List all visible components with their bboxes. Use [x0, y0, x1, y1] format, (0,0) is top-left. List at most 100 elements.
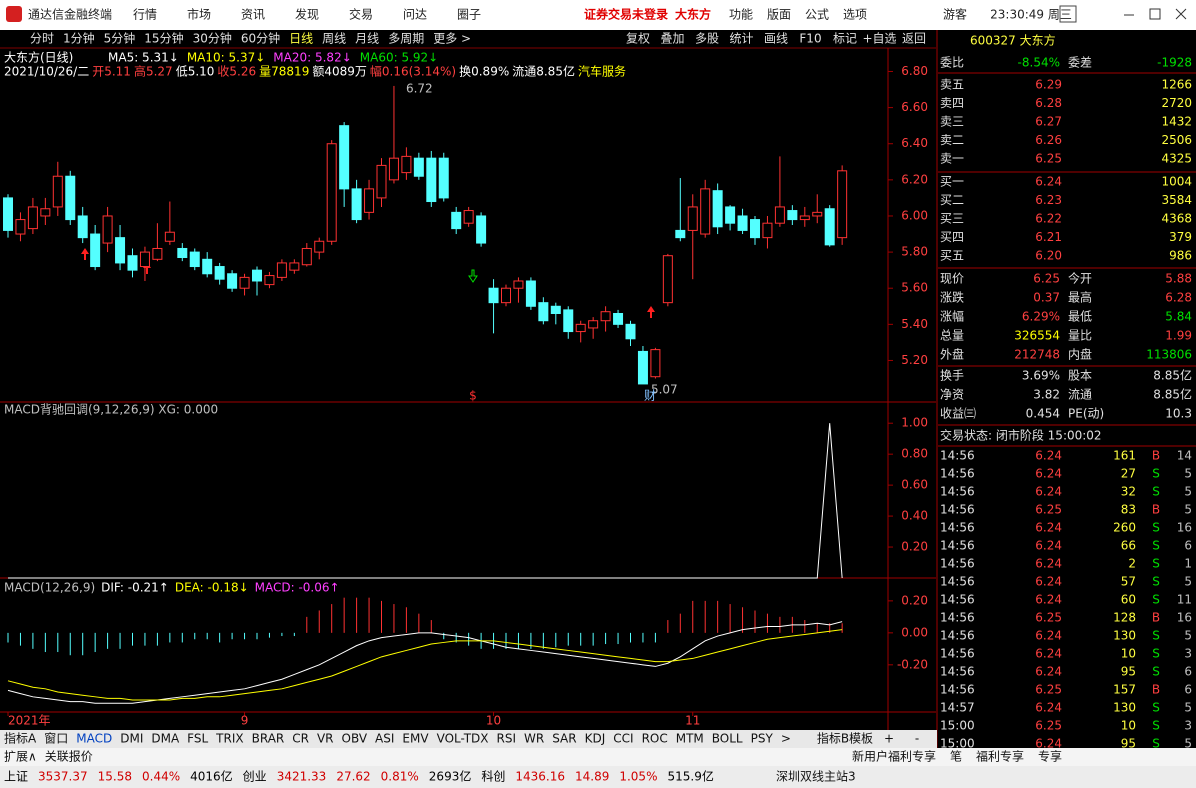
action-button[interactable]: +自选	[862, 32, 896, 46]
indicator-tab[interactable]: BOLL	[712, 732, 743, 746]
indicator-tab[interactable]: MACD	[76, 732, 112, 746]
period-tab[interactable]: 60分钟	[241, 31, 280, 46]
menu-button[interactable]: 发现	[295, 7, 319, 22]
indicator-tab[interactable]: KDJ	[585, 732, 606, 746]
extra-tab[interactable]: 关联报价	[45, 749, 93, 764]
action-button[interactable]: 多股	[695, 32, 719, 46]
tick-volume: 161	[1113, 449, 1136, 463]
tick-price: 6.24	[1035, 701, 1062, 715]
action-button[interactable]: 返回	[902, 32, 926, 46]
menu-button[interactable]: 公式	[805, 8, 829, 22]
indicator-tab[interactable]: DMI	[120, 732, 143, 746]
indicator-tab[interactable]: +	[884, 732, 894, 746]
menu-button[interactable]: 圈子	[457, 8, 481, 22]
extra-tab[interactable]: 扩展∧	[4, 750, 37, 764]
action-button[interactable]: 画线	[764, 32, 788, 46]
indicator-tab[interactable]: 窗口	[44, 732, 68, 746]
action-button[interactable]: 统计	[729, 32, 753, 46]
indicator-tab[interactable]: VOL-TDX	[437, 732, 489, 746]
indicator-tab[interactable]: >	[781, 732, 791, 746]
menu-button[interactable]: 版面	[767, 8, 791, 22]
period-tab[interactable]: 月线	[355, 32, 379, 46]
quote-value: -8.54%	[1018, 56, 1060, 70]
indicator-tab[interactable]: RSI	[497, 732, 517, 746]
promo-tab[interactable]: 福利专享	[976, 749, 1024, 764]
candle-body	[15, 219, 26, 235]
tick-side: S	[1152, 737, 1160, 751]
candle-body	[139, 251, 150, 268]
indicator-tab[interactable]: TRIX	[215, 732, 243, 746]
indicator-tab[interactable]: MTM	[676, 732, 704, 746]
maximize-button[interactable]	[1149, 8, 1161, 20]
indicator-tab[interactable]: OBV	[342, 732, 368, 746]
chart-title: DEA: -0.18↓	[175, 581, 249, 595]
tick-volume: 128	[1113, 611, 1136, 625]
period-tab[interactable]: 日线	[289, 32, 313, 46]
index-quote: 创业	[243, 770, 267, 784]
indicator-tab[interactable]: VR	[317, 732, 334, 746]
promo-tab[interactable]: 新用户福利专享	[852, 749, 936, 764]
candle-body	[388, 157, 399, 181]
tick-time: 14:56	[940, 557, 975, 571]
menu-button[interactable]: 选项	[843, 8, 867, 22]
info-label: 汽车服务	[578, 64, 626, 79]
indicator-tab[interactable]: 指标A	[4, 731, 37, 746]
promo-tab[interactable]: 专享	[1038, 749, 1062, 764]
period-tab[interactable]: 30分钟	[193, 31, 232, 46]
clock: 23:30:49 周三	[990, 8, 1072, 22]
search-button[interactable]	[1059, 5, 1077, 23]
period-tab[interactable]: 15分钟	[144, 31, 183, 46]
menu-button[interactable]: 功能	[729, 8, 753, 22]
indicator-tab[interactable]: SAR	[552, 732, 576, 746]
indicator-tab[interactable]: ASI	[375, 732, 394, 746]
menu-button[interactable]: 交易	[349, 7, 373, 22]
period-tab[interactable]: 更多 >	[433, 32, 471, 46]
tick-volume: 130	[1113, 629, 1136, 643]
tick-side: S	[1152, 593, 1160, 607]
period-tab[interactable]: 周线	[322, 32, 346, 46]
tick-count: 6	[1184, 539, 1192, 553]
extra-bar	[0, 748, 1196, 766]
candle-body	[351, 188, 362, 221]
indicator-tab[interactable]: FSL	[187, 732, 208, 746]
indicator-tab[interactable]: BRAR	[252, 732, 285, 746]
indicator-tab[interactable]: CR	[292, 732, 309, 746]
indicator-tab[interactable]: EMV	[402, 732, 429, 746]
indicator-tab[interactable]: PSY	[751, 732, 774, 746]
title-bar	[0, 0, 1196, 30]
close-button[interactable]	[1175, 8, 1187, 20]
tick-time: 14:56	[940, 467, 975, 481]
indicator-tab[interactable]: ROC	[642, 732, 668, 746]
user-button[interactable]: 游客	[943, 7, 967, 22]
menu-button[interactable]: 行情	[133, 8, 157, 22]
promo-tab[interactable]: 笔	[950, 749, 962, 764]
indicator-tab[interactable]: -	[915, 732, 919, 746]
period-tab[interactable]: 多周期	[388, 32, 424, 46]
candle-body	[376, 164, 387, 199]
period-tab[interactable]: 1分钟	[63, 31, 95, 46]
candle-body	[799, 215, 810, 221]
menu-button[interactable]: 市场	[187, 7, 211, 22]
action-button[interactable]: F10	[799, 32, 821, 46]
quote-label: 量比	[1068, 329, 1092, 343]
action-button[interactable]: 叠加	[660, 32, 684, 46]
info-label: 换0.89%	[459, 65, 509, 79]
book-label: 买四	[940, 230, 964, 244]
candle-body	[90, 233, 101, 268]
menu-button[interactable]: 问达	[403, 8, 427, 22]
tick-count: 14	[1177, 449, 1192, 463]
candle-body	[812, 211, 823, 217]
candle-body	[513, 280, 524, 289]
indicator-tab[interactable]: 指标B	[817, 731, 849, 746]
y-tick-label: 0.20	[901, 540, 928, 554]
indicator-tab[interactable]: WR	[524, 732, 544, 746]
period-tab[interactable]: 分时	[30, 32, 54, 46]
indicator-tab[interactable]: CCI	[613, 732, 633, 746]
action-button[interactable]: 复权	[626, 32, 650, 46]
menu-button[interactable]: 资讯	[241, 8, 265, 22]
indicator-tab[interactable]: 模板	[849, 732, 873, 746]
indicator-tab[interactable]: DMA	[151, 732, 180, 746]
period-tab[interactable]: 5分钟	[104, 31, 136, 46]
info-label: 额4089万	[312, 65, 367, 79]
action-button[interactable]: 标记	[833, 32, 857, 46]
